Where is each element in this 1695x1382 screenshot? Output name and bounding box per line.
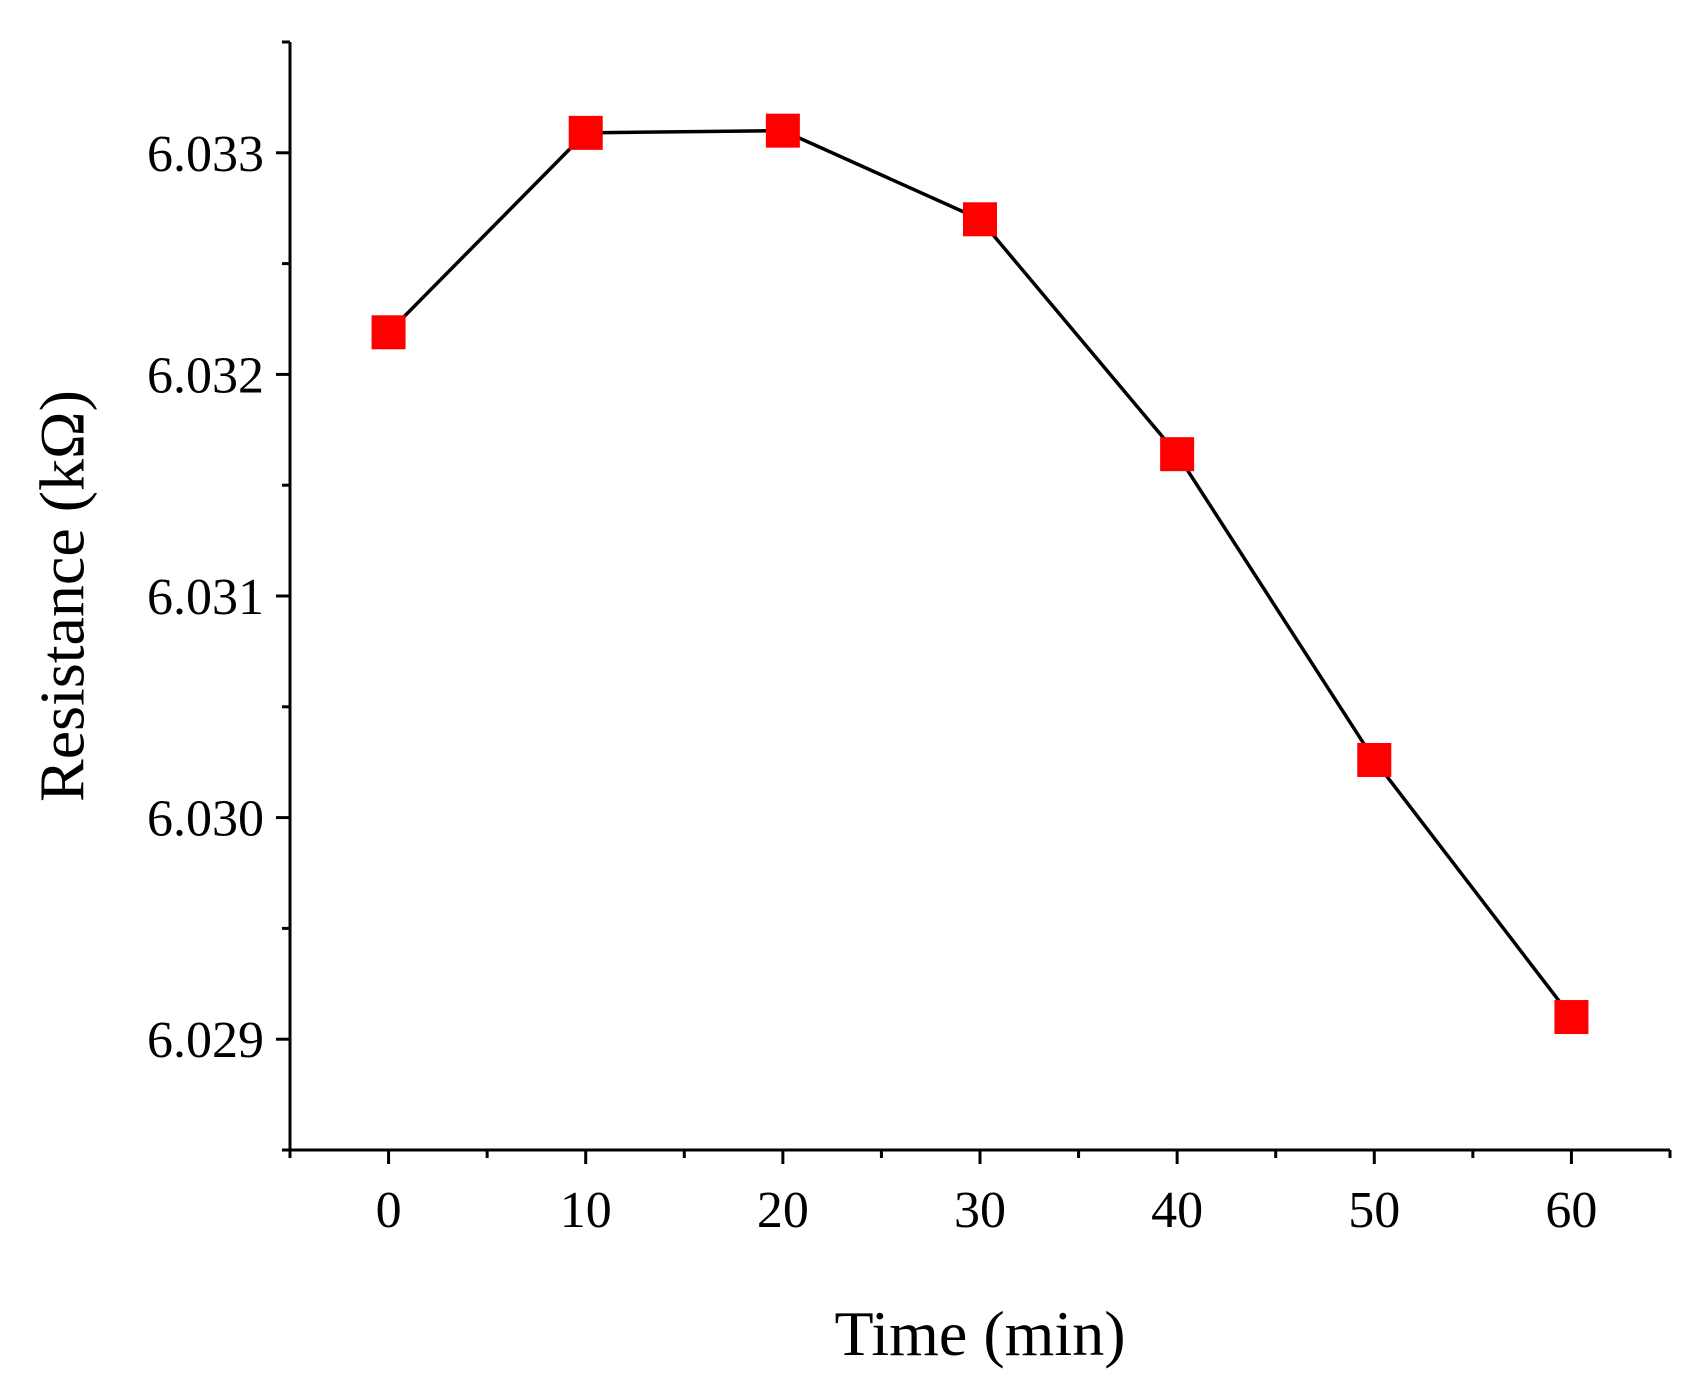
x-tick-label: 10 <box>560 1182 612 1239</box>
y-tick-label: 6.033 <box>147 126 264 183</box>
x-tick-label: 60 <box>1545 1182 1597 1239</box>
data-point <box>568 115 603 150</box>
plot-area: 0 10 20 30 40 50 60 6.029 6.030 6.031 6.032 6.033 <box>147 40 1672 1239</box>
data-point <box>1357 742 1392 777</box>
x-axis-ticks: 0 10 20 30 40 50 60 <box>288 1150 1672 1239</box>
data-point <box>1554 1000 1589 1035</box>
data-point <box>1160 437 1195 472</box>
x-tick-label: 40 <box>1151 1182 1203 1239</box>
series-lines <box>387 128 1573 1019</box>
y-tick-label: 6.031 <box>147 569 264 626</box>
y-tick-label: 6.030 <box>147 791 264 848</box>
series-line <box>387 128 1573 1019</box>
x-tick-label: 30 <box>954 1182 1006 1239</box>
x-axis-title: Time (min) <box>835 1298 1126 1369</box>
y-axis-ticks: 6.029 6.030 6.031 6.032 6.033 <box>147 40 290 1152</box>
x-tick-label: 50 <box>1348 1182 1400 1239</box>
data-point <box>963 202 997 237</box>
y-tick-label: 6.032 <box>147 347 264 404</box>
data-point <box>765 113 800 148</box>
data-point <box>371 315 406 350</box>
series-markers <box>371 113 1589 1035</box>
x-tick-label: 0 <box>376 1182 402 1239</box>
y-tick-label: 6.029 <box>147 1012 264 1069</box>
x-tick-label: 20 <box>757 1182 809 1239</box>
y-axis-title: Resistance (kΩ) <box>27 390 98 802</box>
